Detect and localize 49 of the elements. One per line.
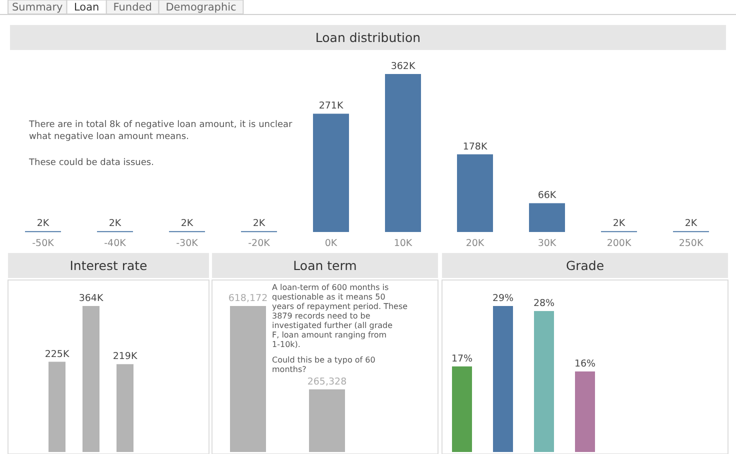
chart-title: Loan distribution <box>315 30 421 45</box>
text: Loan <box>74 2 100 14</box>
x-tick-label: 10K <box>394 238 413 249</box>
annotation: Could this be a typo of 60 months? <box>272 356 376 374</box>
bar <box>385 74 421 232</box>
bar <box>452 366 472 452</box>
x-tick-label: 250K <box>678 238 704 249</box>
x-tick-label: 0K <box>324 238 338 249</box>
data-label: 29% <box>492 293 514 304</box>
data-label: 362K <box>390 61 416 72</box>
data-label: 2K <box>252 218 266 230</box>
text: Demographic <box>166 2 237 14</box>
data-label: 16% <box>574 358 596 370</box>
data-label: 618,172 <box>228 293 268 304</box>
annotation: These could be data issues. <box>28 158 154 168</box>
chart-title: Grade <box>566 258 604 273</box>
data-label: 265,328 <box>307 376 347 388</box>
bar <box>575 371 595 452</box>
data-label: 2K <box>108 218 122 230</box>
annotation: There are in total 8k of negative loan amount, it is unclear what negative loan amount means. <box>28 120 292 142</box>
data-label: 364K <box>78 293 104 304</box>
data-label: 225K <box>44 348 70 360</box>
x-tick-label: -50K <box>32 238 55 249</box>
chart-title: Loan term <box>293 258 357 273</box>
data-label: 17% <box>451 353 473 364</box>
data-label: 178K <box>462 141 488 152</box>
bar <box>313 114 349 232</box>
bar <box>493 306 513 452</box>
data-label: 271K <box>318 100 344 112</box>
x-tick-label: 30K <box>538 238 557 249</box>
x-tick-label: -30K <box>176 238 199 249</box>
text: Funded <box>113 2 152 14</box>
x-tick-label: -40K <box>104 238 127 249</box>
x-tick-label: 20K <box>466 238 485 249</box>
x-tick-label: -20K <box>248 238 271 249</box>
x-tick-label: 200K <box>606 238 632 249</box>
bar <box>529 203 565 232</box>
bar <box>534 311 554 452</box>
chart-title: Interest rate <box>70 258 148 273</box>
data-label: 2K <box>36 218 50 230</box>
text: Summary <box>12 2 63 14</box>
annotation: A loan-term of 600 months is questionable as it means 50 years of repayment period. These 3879 records need to be investigated further (all grade F, loan amount ranging from 1-10k). <box>272 283 408 349</box>
data-label: 2K <box>612 218 626 230</box>
data-label: 2K <box>684 218 698 230</box>
bar <box>457 154 493 232</box>
data-label: 28% <box>533 298 555 310</box>
data-label: 66K <box>538 190 557 202</box>
data-label: 2K <box>180 218 194 230</box>
data-label: 219K <box>112 351 138 362</box>
